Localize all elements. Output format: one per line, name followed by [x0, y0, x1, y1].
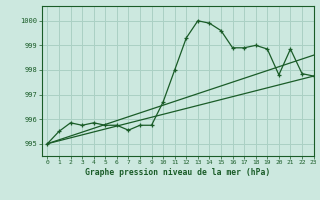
- X-axis label: Graphe pression niveau de la mer (hPa): Graphe pression niveau de la mer (hPa): [85, 168, 270, 177]
